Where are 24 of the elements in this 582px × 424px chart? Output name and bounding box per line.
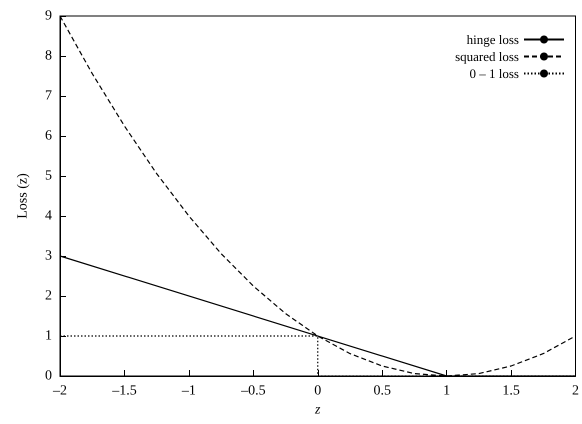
y-tick-label: 0 — [45, 368, 52, 384]
legend-label: hinge loss — [466, 32, 519, 47]
y-axis-title: Loss (z) — [16, 172, 30, 219]
y-tick-label: 3 — [45, 248, 52, 264]
legend-label: squared loss — [455, 49, 519, 64]
y-tick-label: 7 — [45, 88, 52, 104]
y-tick-label: 8 — [45, 48, 52, 64]
y-tick-label: 9 — [45, 8, 52, 24]
x-tick-label: 1 — [443, 384, 450, 398]
legend-label: 0 – 1 loss — [470, 66, 519, 81]
x-tick-label: –0.5 — [240, 384, 266, 398]
y-tick-label: 5 — [45, 168, 52, 184]
x-tick-label: 2 — [572, 384, 579, 398]
y-tick-label: 6 — [45, 128, 52, 144]
y-tick-label: 2 — [45, 288, 52, 304]
x-tick-label: 0.5 — [373, 384, 391, 398]
y-tick-label: 4 — [45, 208, 52, 224]
x-tick-label: 1.5 — [502, 384, 520, 398]
x-tick-label: –2 — [52, 384, 67, 398]
x-tick-label: –1 — [180, 384, 196, 398]
x-tick-label: –1.5 — [111, 384, 137, 398]
x-tick-label: 0 — [314, 384, 322, 398]
x-axis-title: z — [314, 402, 322, 418]
y-tick-label: 1 — [45, 328, 52, 344]
